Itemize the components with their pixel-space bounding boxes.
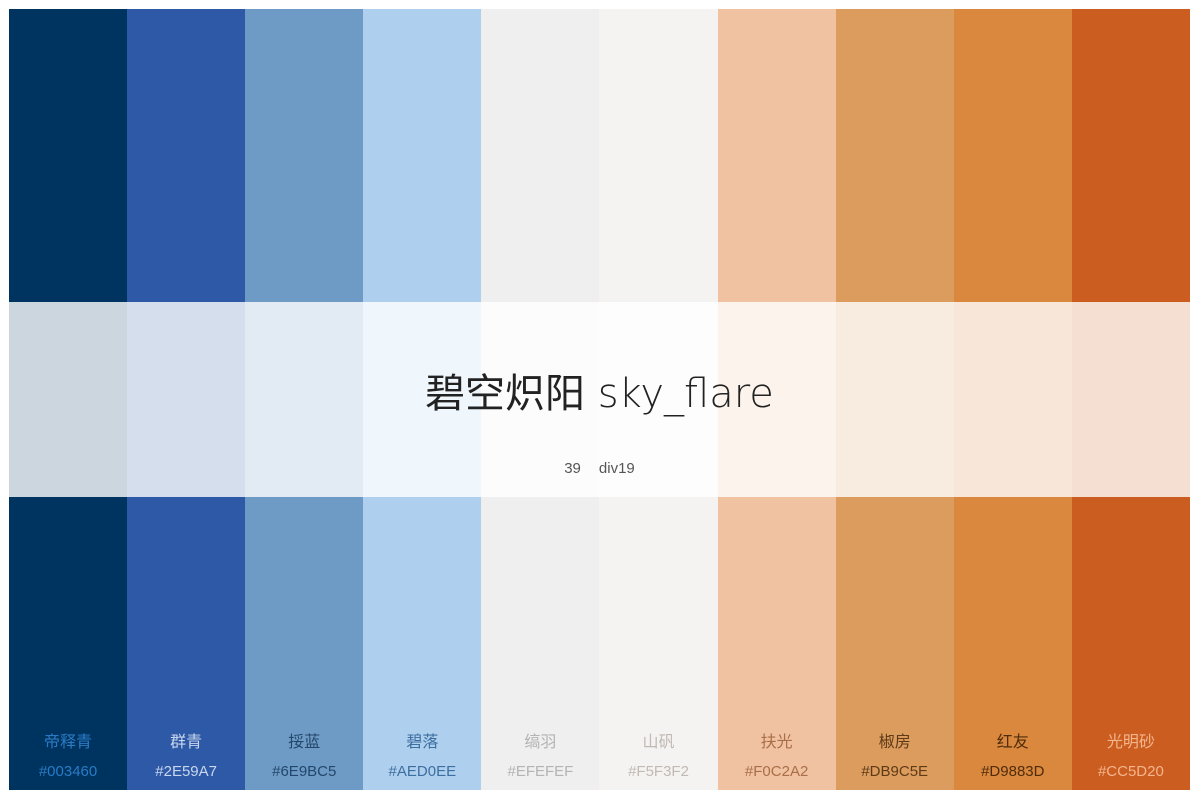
swatch-name: 红友 [996,732,1029,751]
swatch-hex: #003460 [38,763,98,780]
swatch-hex: #DB9C5E [861,763,929,780]
swatch-hex: #D9883D [981,763,1045,780]
swatch-hex: #CC5D20 [1097,763,1164,780]
swatch-name: 光明砂 [1106,732,1155,751]
swatch-hex: #2E59A7 [155,763,217,780]
palette-title: 碧空炽阳 sky_flare [425,371,774,417]
swatch-hex: #F0C2A2 [744,763,809,780]
swatch-name: 挼蓝 [288,732,321,751]
title-band: 碧空炽阳 sky_flare 39 div19 [9,302,1190,497]
swatch-name: 扶光 [760,732,793,751]
palette-code: div19 [598,460,635,477]
swatch-hex: #AED0EE [388,763,457,780]
swatch-name: 山矾 [642,732,675,751]
swatch-name: 帝释青 [44,732,93,751]
palette-count: 39 [564,460,581,477]
swatch-hex: #F5F3F2 [628,763,689,780]
swatch-name: 碧落 [406,732,439,751]
swatch-name: 缟羽 [524,732,557,751]
swatch-hex: #EFEFEF [507,763,574,780]
swatch-name: 椒房 [878,732,911,751]
palette-meta: 39 div19 [9,460,1190,477]
swatch-name: 群青 [170,732,203,751]
swatch-hex: #6E9BC5 [272,763,337,780]
